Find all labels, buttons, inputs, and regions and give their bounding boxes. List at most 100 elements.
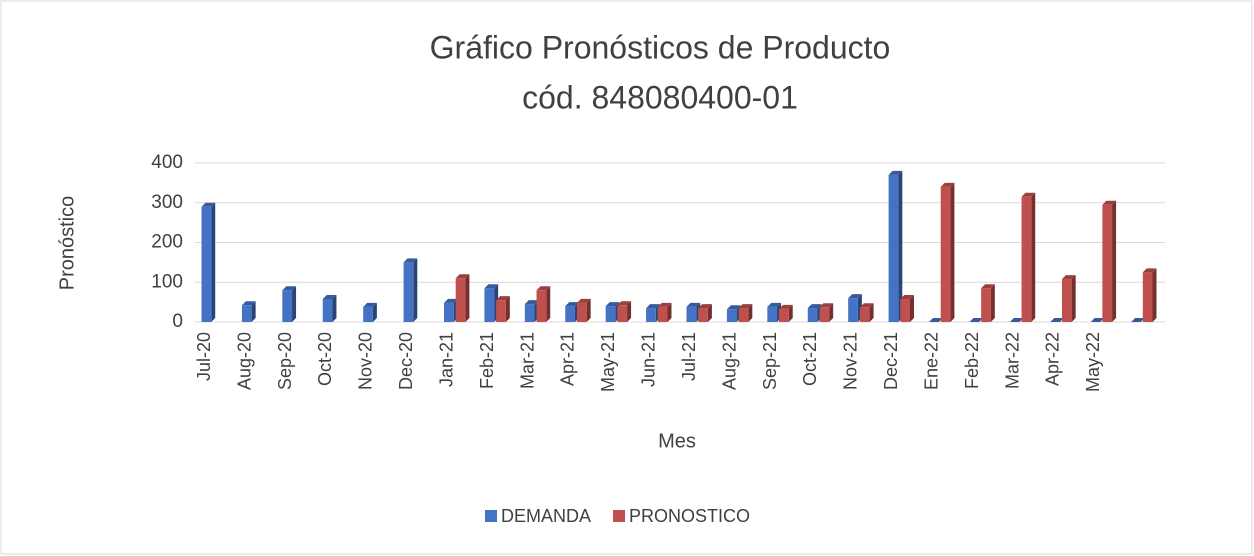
bar-side	[748, 304, 753, 322]
bar	[444, 302, 454, 322]
bar	[576, 302, 587, 322]
bar-side	[829, 303, 834, 322]
bar	[819, 307, 830, 322]
bar	[403, 262, 414, 322]
bar	[496, 300, 506, 322]
bar	[657, 306, 668, 322]
x-tick-label: Sep-21	[760, 332, 780, 390]
bar-top	[646, 304, 660, 309]
bar-side	[465, 274, 470, 322]
bar-top	[322, 294, 337, 299]
bar-top	[565, 302, 579, 307]
bar-side	[788, 304, 793, 322]
legend-label: PRONOSTICO	[629, 506, 750, 526]
x-tick-label: Nov-21	[841, 332, 861, 390]
legend-swatch	[613, 510, 626, 522]
bar	[726, 309, 737, 322]
x-tick-label: Aug-21	[719, 332, 739, 390]
bar	[859, 307, 870, 322]
x-tick-label: Feb-22	[962, 332, 982, 389]
bar-top	[657, 302, 672, 307]
x-tick-label: Jul-20	[194, 332, 214, 381]
bar-top	[859, 303, 874, 308]
x-tick-label: May-22	[1083, 332, 1103, 392]
chart-subtitle: cód. 848080400-01	[522, 79, 798, 115]
bar	[981, 288, 991, 322]
bar	[241, 305, 252, 322]
x-tick-label: May-21	[598, 332, 618, 392]
x-tick-label: Oct-21	[800, 332, 820, 386]
bar	[940, 186, 951, 322]
bar	[767, 306, 778, 322]
bar	[698, 308, 708, 322]
x-tick-label: Aug-20	[234, 332, 254, 390]
bar-top	[201, 202, 216, 207]
bar-top	[779, 304, 793, 309]
bar-side	[950, 182, 955, 322]
bar-side	[586, 298, 591, 322]
bar-side	[909, 294, 914, 322]
bar	[524, 304, 535, 322]
bar-top	[1090, 318, 1105, 322]
bar	[201, 206, 212, 322]
bar-top	[738, 304, 753, 309]
x-tick-label: Dec-20	[396, 332, 416, 390]
bar	[646, 308, 656, 322]
x-tick-label: Dec-21	[881, 332, 901, 390]
bar	[1102, 204, 1113, 322]
bar	[565, 306, 575, 322]
bar-top	[888, 170, 903, 175]
x-tick-label: Feb-21	[477, 332, 497, 389]
bar-side	[667, 302, 672, 322]
bar-top	[1021, 192, 1036, 197]
x-tick-label: Ene-22	[921, 332, 941, 390]
bar-top	[617, 301, 632, 306]
bar	[848, 298, 858, 322]
legend-label: DEMANDA	[501, 506, 591, 526]
y-tick-label: 400	[151, 152, 183, 173]
x-tick-label: Sep-20	[275, 332, 295, 390]
bar-side	[1071, 275, 1076, 322]
bar	[484, 288, 495, 322]
bar	[363, 306, 373, 322]
x-tick-label: Mar-21	[517, 332, 537, 389]
bar-top	[241, 301, 256, 306]
bar-top	[767, 302, 782, 307]
bar-side	[1112, 200, 1117, 322]
x-tick-label: Oct-20	[315, 332, 335, 386]
bar-top	[1061, 275, 1076, 280]
chart-title: Gráfico Pronósticos de Producto	[430, 29, 891, 65]
bar-top	[848, 294, 862, 299]
x-tick-label: Jan-21	[436, 332, 456, 387]
bar-top	[900, 294, 914, 299]
bar-top	[605, 302, 620, 307]
bar-top	[524, 300, 539, 305]
bar	[617, 305, 628, 322]
y-tick-label: 0	[172, 311, 183, 332]
x-tick-label: Apr-22	[1043, 332, 1063, 386]
bar-side	[627, 301, 632, 322]
bar-side	[869, 303, 874, 322]
bar-side	[372, 302, 377, 322]
bar-top	[363, 302, 377, 307]
x-tick-label: Nov-20	[356, 332, 376, 390]
bar-side	[292, 286, 297, 322]
bar-top	[536, 286, 551, 291]
bar-side	[413, 258, 418, 322]
y-tick-label: 100	[151, 271, 183, 292]
bar-top	[455, 274, 470, 279]
bar-side	[546, 286, 551, 322]
bar-side	[251, 301, 256, 322]
y-tick-label: 200	[151, 232, 183, 253]
bar-top	[940, 182, 955, 187]
bar	[900, 298, 910, 322]
bar	[322, 298, 333, 322]
bar-top	[1050, 318, 1064, 322]
bar-top	[686, 302, 701, 307]
bar-top	[282, 286, 297, 291]
y-tick-label: 300	[151, 192, 183, 213]
bar-top	[1009, 318, 1024, 322]
bar-side	[990, 284, 995, 322]
x-tick-label: Jul-21	[679, 332, 699, 381]
